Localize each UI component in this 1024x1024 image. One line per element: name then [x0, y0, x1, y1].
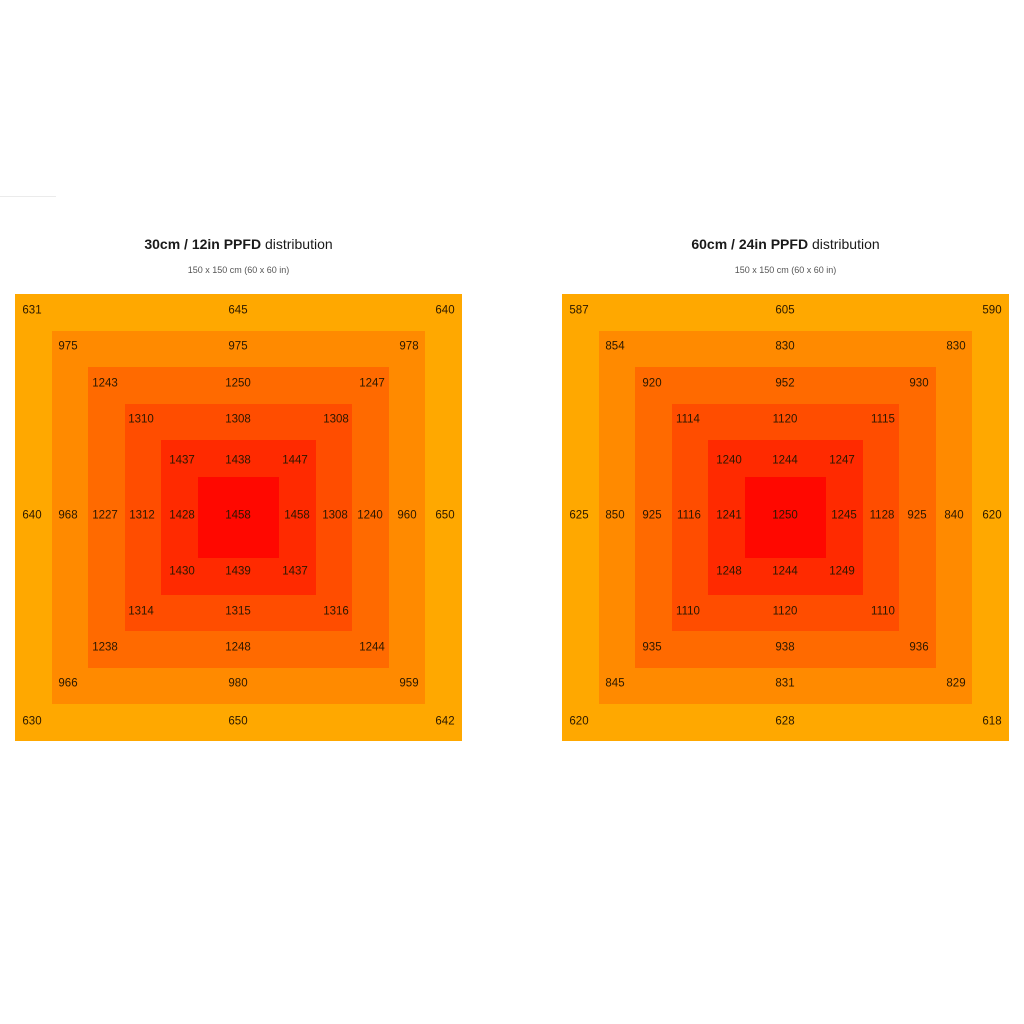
chart-title: 30cm / 12in PPFD distribution	[15, 236, 462, 252]
chart-subtitle: 150 x 150 cm (60 x 60 in)	[734, 265, 837, 275]
ppfd-value: 645	[228, 304, 248, 317]
ppfd-value: 631	[22, 304, 42, 317]
ppfd-value: 1250	[225, 377, 251, 390]
ppfd-value: 1243	[92, 377, 118, 390]
ppfd-value: 1312	[129, 509, 155, 522]
ppfd-value: 1240	[716, 454, 742, 467]
ppfd-value: 1244	[359, 641, 385, 654]
ppfd-heatmap-grid: 587 605 590 854 830 830 920 952 930 1114 1120 1115 1…	[562, 294, 1009, 741]
chart-title-bold: 30cm / 12in PPFD	[144, 236, 262, 252]
ppfd-value: 829	[946, 677, 966, 690]
ppfd-value: 1316	[323, 605, 349, 618]
ppfd-value: 925	[907, 509, 927, 522]
ppfd-value: 925	[642, 509, 662, 522]
ppfd-value: 625	[569, 509, 589, 522]
ppfd-value: 590	[982, 304, 1002, 317]
ppfd-value: 1439	[225, 565, 251, 578]
ppfd-value: 1120	[772, 413, 798, 426]
ppfd-ring-5	[745, 477, 826, 558]
ppfd-value: 952	[775, 377, 795, 390]
chart-title-rest: distribution	[811, 236, 880, 252]
ppfd-value: 1115	[871, 413, 895, 426]
ppfd-value: 650	[228, 715, 248, 728]
ppfd-value: 978	[399, 340, 419, 353]
ppfd-value: 936	[909, 641, 929, 654]
ppfd-value: 1437	[282, 565, 308, 578]
ppfd-value: 1128	[869, 509, 895, 522]
ppfd-value: 920	[642, 377, 662, 390]
ppfd-value: 1244	[772, 565, 798, 578]
ppfd-value: 1458	[225, 509, 251, 522]
ppfd-value: 620	[982, 509, 1002, 522]
ppfd-value: 1120	[772, 605, 798, 618]
ppfd-value: 628	[775, 715, 795, 728]
ppfd-value: 830	[946, 340, 966, 353]
ppfd-value: 605	[775, 304, 795, 317]
ppfd-value: 1447	[282, 454, 308, 467]
ppfd-value: 938	[775, 641, 795, 654]
ppfd-value: 1428	[169, 509, 195, 522]
ppfd-heatmap-grid: 631 645 640 975 975 978 1243 1250 1247 1310 1308 13…	[15, 294, 462, 741]
ppfd-panel-60cm: 60cm / 24in PPFD distribution 150 x 150 …	[562, 236, 1009, 741]
ppfd-value: 1437	[169, 454, 195, 467]
ppfd-value: 630	[22, 715, 42, 728]
ppfd-ring-5	[198, 477, 279, 558]
ppfd-value: 1244	[772, 454, 798, 467]
ppfd-value: 935	[642, 641, 662, 654]
ppfd-value: 587	[569, 304, 589, 317]
ppfd-value: 1314	[128, 605, 154, 618]
ppfd-panel-30cm: 30cm / 12in PPFD distribution 150 x 150 …	[15, 236, 462, 741]
ppfd-value: 850	[605, 509, 625, 522]
ppfd-value: 840	[944, 509, 964, 522]
ppfd-value: 845	[605, 677, 625, 690]
ppfd-value: 975	[58, 340, 78, 353]
ppfd-value: 1238	[92, 641, 118, 654]
ppfd-value: 1110	[676, 605, 700, 618]
ppfd-value: 980	[228, 677, 248, 690]
ppfd-value: 831	[775, 677, 795, 690]
ppfd-value: 1247	[829, 454, 855, 467]
chart-subtitle: 150 x 150 cm (60 x 60 in)	[187, 265, 290, 275]
ppfd-value: 1250	[772, 509, 798, 522]
ppfd-value: 930	[909, 377, 929, 390]
ppfd-value: 642	[435, 715, 455, 728]
ppfd-value: 968	[58, 509, 78, 522]
ppfd-value: 1308	[225, 413, 251, 426]
top-left-divider	[0, 196, 56, 197]
ppfd-value: 1240	[357, 509, 383, 522]
ppfd-value: 1315	[225, 605, 251, 618]
chart-title: 60cm / 24in PPFD distribution	[562, 236, 1009, 252]
ppfd-value: 1248	[716, 565, 742, 578]
ppfd-value: 618	[982, 715, 1002, 728]
ppfd-value: 959	[399, 677, 419, 690]
ppfd-value: 1248	[225, 641, 251, 654]
ppfd-value: 1241	[716, 509, 742, 522]
ppfd-value: 1227	[92, 509, 118, 522]
ppfd-value: 830	[775, 340, 795, 353]
ppfd-value: 960	[397, 509, 417, 522]
ppfd-value: 650	[435, 509, 455, 522]
ppfd-value: 1438	[225, 454, 251, 467]
ppfd-value: 1249	[829, 565, 855, 578]
ppfd-value: 854	[605, 340, 625, 353]
ppfd-value: 1114	[676, 413, 700, 426]
ppfd-value: 1245	[831, 509, 857, 522]
ppfd-value: 1308	[323, 413, 349, 426]
ppfd-value: 975	[228, 340, 248, 353]
ppfd-value: 640	[435, 304, 455, 317]
ppfd-value: 1458	[284, 509, 310, 522]
ppfd-value: 640	[22, 509, 42, 522]
ppfd-value: 966	[58, 677, 78, 690]
ppfd-value: 1308	[322, 509, 348, 522]
ppfd-value: 1116	[677, 509, 701, 522]
ppfd-value: 1430	[169, 565, 195, 578]
chart-title-rest: distribution	[264, 236, 333, 252]
chart-title-bold: 60cm / 24in PPFD	[691, 236, 809, 252]
ppfd-value: 1247	[359, 377, 385, 390]
ppfd-value: 1310	[128, 413, 154, 426]
ppfd-value: 620	[569, 715, 589, 728]
ppfd-value: 1110	[871, 605, 895, 618]
